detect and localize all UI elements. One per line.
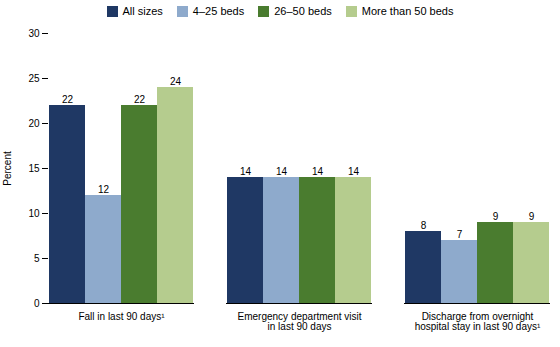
svg-text:20: 20 xyxy=(28,118,40,129)
svg-text:30: 30 xyxy=(28,28,40,39)
html-text:26–50 beds: 26–50 beds xyxy=(274,5,332,17)
svg-text:Percent: Percent xyxy=(2,151,13,186)
svg-text:12: 12 xyxy=(98,184,110,195)
svg-text:7: 7 xyxy=(457,229,463,240)
svg-text:25: 25 xyxy=(28,73,40,84)
svg-text:22: 22 xyxy=(62,94,74,105)
svg-text:14: 14 xyxy=(240,166,252,177)
html-text:4–25 beds: 4–25 beds xyxy=(192,5,245,17)
html-text:More than 50 beds: More than 50 beds xyxy=(361,5,454,17)
svg-text:Discharge from overnighthospit: Discharge from overnighthospital stay in… xyxy=(415,311,541,332)
svg-text:8: 8 xyxy=(421,220,427,231)
svg-text:Fall in last 90 days¹: Fall in last 90 days¹ xyxy=(78,311,165,322)
svg-text:5: 5 xyxy=(34,253,40,264)
svg-text:9: 9 xyxy=(529,211,535,222)
svg-text:Emergency department visitin l: Emergency department visitin last 90 day… xyxy=(238,311,362,332)
svg-text:14: 14 xyxy=(276,166,288,177)
svg-text:10: 10 xyxy=(28,208,40,219)
html-text:All sizes: All sizes xyxy=(122,5,163,17)
svg-text:22: 22 xyxy=(134,94,146,105)
svg-text:14: 14 xyxy=(348,166,360,177)
svg-text:9: 9 xyxy=(493,211,499,222)
svg-text:0: 0 xyxy=(34,298,40,309)
svg-text:15: 15 xyxy=(28,163,40,174)
svg-text:14: 14 xyxy=(312,166,324,177)
svg-text:24: 24 xyxy=(170,76,182,87)
